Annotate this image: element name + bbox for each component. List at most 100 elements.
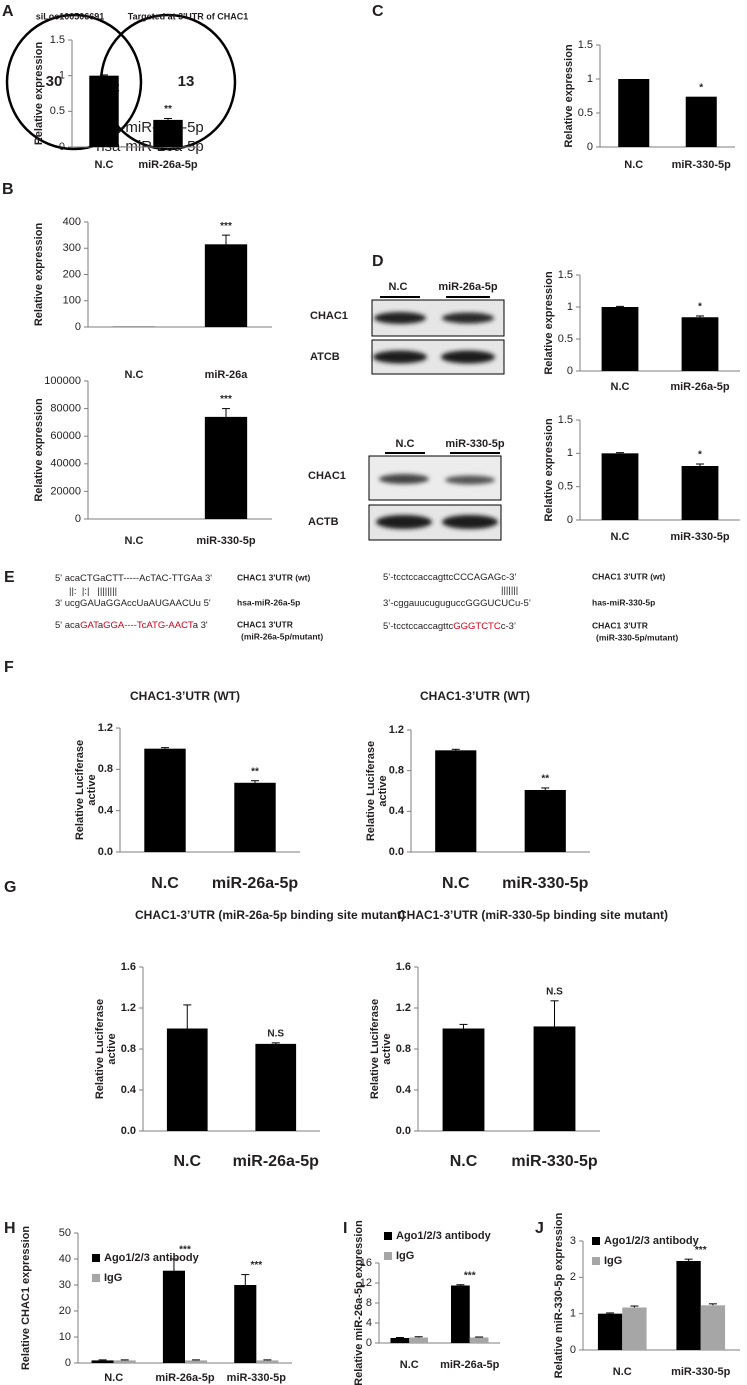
blot-band: [441, 350, 495, 364]
bar: [681, 317, 719, 371]
panel-label: J: [535, 1220, 544, 1237]
sequence-segment: 5’-tcctccaccagttc: [383, 621, 453, 632]
y-axis-label: Relative Luciferase: [94, 999, 106, 1099]
bar: [204, 416, 248, 519]
y-tick-label: 300: [63, 242, 81, 254]
y-tick-label: 100000: [44, 375, 81, 387]
y-tick-label: 1.5: [558, 269, 573, 281]
y-tick-label: 0.0: [396, 1125, 411, 1137]
bar: [204, 244, 248, 327]
y-axis-label: Relative Luciferase: [369, 999, 381, 1099]
sequence-segment: 3’-cggauucuguguccGGGUCUCu-5’: [383, 598, 531, 609]
y-tick-label: 0: [75, 513, 81, 525]
blot-band: [374, 312, 426, 324]
x-tick-label: miR-26a-5p: [138, 159, 198, 171]
y-axis-label: Relative expression: [563, 44, 575, 148]
y-axis-label: active: [86, 774, 98, 805]
y-tick-label: 1.5: [578, 39, 593, 51]
y-tick-label: 50: [59, 1227, 71, 1239]
y-tick-label: 0.4: [389, 805, 405, 817]
bar: [166, 1028, 208, 1131]
y-tick-label: 1.5: [558, 414, 573, 426]
bar: [685, 96, 717, 147]
sequence: 5’-tcctccaccagttcCCCAGAGc-3’: [383, 572, 517, 583]
bar: [601, 453, 639, 520]
x-tick-label: miR-330-5p: [670, 531, 730, 543]
bar: [89, 75, 119, 147]
x-tick-label: N.C: [104, 1372, 123, 1384]
bar: [91, 1360, 114, 1363]
y-tick-label: 0.4: [98, 805, 114, 817]
y-tick-label: 20000: [50, 485, 81, 497]
y-tick-label: 20: [59, 1305, 71, 1317]
chart-title: CHAC1-3’UTR (miR-330-5p binding site mut…: [398, 908, 668, 922]
x-tick-label: N.C: [611, 531, 630, 543]
y-tick-label: 10: [59, 1331, 71, 1343]
y-axis-label: Relative CHAC1 expression: [20, 1226, 32, 1371]
panel-label: E: [4, 569, 15, 586]
y-tick-label: 8: [366, 1297, 372, 1309]
y-axis-label: Relative Luciferase: [74, 740, 86, 840]
y-tick-label: 0.8: [389, 765, 404, 777]
y-tick-label: 60000: [50, 430, 81, 442]
panel-label: H: [4, 1220, 16, 1237]
bar: [681, 466, 719, 520]
x-tick-label: miR-26a: [205, 369, 249, 381]
bar: [409, 1337, 429, 1343]
y-tick-label: 0.8: [98, 763, 113, 775]
sequence: ||: |:| ||||||||: [69, 586, 117, 597]
venn-circle: [5, 13, 143, 151]
legend-label: Ago1/2/3 antibody: [396, 1230, 492, 1242]
x-tick-label: miR-330-5p: [502, 875, 588, 892]
panel-label: C: [372, 3, 384, 20]
x-tick-label: N.C: [125, 369, 144, 381]
y-tick-label: 0.8: [121, 1043, 136, 1055]
y-tick-label: 0.4: [396, 1084, 412, 1096]
legend-swatch: [384, 1232, 392, 1240]
y-tick-label: 400: [63, 216, 81, 228]
legend-label: Ago1/2/3 antibody: [104, 1252, 200, 1264]
x-tick-label: N.C: [442, 875, 470, 892]
legend-label: IgG: [396, 1250, 414, 1262]
bar: [618, 79, 650, 147]
venn-count: 30: [46, 73, 63, 90]
y-tick-label: 0: [567, 365, 573, 377]
bar: [234, 782, 276, 852]
y-tick-label: 1: [567, 301, 573, 313]
significance: ***: [464, 1270, 476, 1281]
legend-swatch: [592, 1237, 600, 1245]
y-axis-label: Relative expression: [33, 42, 45, 146]
y-axis-label: active: [377, 775, 389, 806]
bar: [390, 1338, 410, 1343]
y-tick-label: 100: [63, 295, 81, 307]
y-tick-label: 40000: [50, 458, 81, 470]
x-tick-label: N.C: [613, 1366, 632, 1378]
chart: 0 20000 40000 60000 80000 100000 Relative expr…: [33, 375, 272, 547]
y-axis-label: Relative expression: [33, 223, 45, 327]
y-axis-label: active: [381, 1033, 393, 1064]
chart: 0 0.5 1 1.5 Relative expression N.C miR-26a-5p…: [33, 34, 200, 171]
significance: N.S: [546, 986, 563, 997]
sequence-label: hsa-miR-26a-5p: [237, 597, 300, 607]
bar: [597, 1313, 623, 1350]
sequence: |||||||: [501, 585, 518, 596]
chart: 0.0 0.4 0.8 1.2 1.6 Relative Luciferase active…: [369, 908, 668, 1170]
x-tick-label: N.C: [151, 875, 179, 892]
y-axis-label: Relative miR-330-5p expression: [553, 1212, 565, 1378]
panel-label: I: [343, 1220, 347, 1237]
y-axis-label: Relative expression: [543, 271, 555, 375]
x-tick-label: miR-330-5p: [671, 1366, 731, 1378]
x-tick-label: N.C: [173, 1153, 201, 1170]
legend-swatch: [92, 1274, 100, 1282]
y-tick-label: 0.4: [121, 1084, 137, 1096]
sequence-segment: ||: |:| ||||||||: [69, 586, 117, 597]
x-tick-label: N.C: [400, 1359, 419, 1371]
blot-band: [442, 515, 498, 529]
y-tick-label: 0: [366, 1337, 372, 1349]
x-tick-label: miR-26a-5p: [233, 1153, 319, 1170]
bar: [700, 1305, 726, 1350]
significance: ***: [695, 1245, 707, 1256]
